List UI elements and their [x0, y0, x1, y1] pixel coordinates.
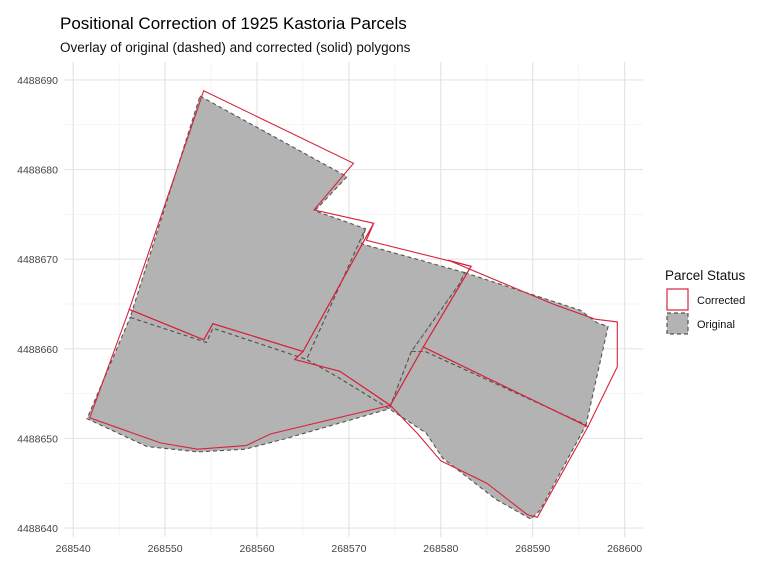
chart-subtitle: Overlay of original (dashed) and correct…: [60, 40, 411, 55]
corrected-polygons: [88, 89, 618, 518]
y-axis-tick-labels: 4488640 4488650 4488660 4488670 4488680 44886…: [17, 75, 58, 535]
x-tick-label: 268590: [515, 543, 550, 555]
legend-label-original: Original: [697, 319, 735, 331]
x-tick-label: 268540: [56, 543, 91, 555]
chart-title: Positional Correction of 1925 Kastoria P…: [60, 14, 407, 33]
original-parcel-polygon: [388, 350, 587, 520]
y-tick-label: 4488640: [17, 523, 58, 535]
legend-key-original: [666, 312, 689, 335]
x-tick-label: 268580: [423, 543, 458, 555]
legend: Parcel Status Corrected Original: [665, 268, 746, 335]
y-tick-label: 4488680: [17, 165, 58, 177]
y-tick-label: 4488650: [17, 433, 58, 445]
original-parcel-polygon: [86, 316, 391, 453]
x-tick-label: 268600: [607, 543, 642, 555]
x-tick-label: 268550: [148, 543, 183, 555]
y-tick-label: 4488660: [17, 344, 58, 356]
legend-label-corrected: Corrected: [697, 295, 745, 307]
corrected-parcel-polygon: [389, 346, 589, 518]
original-parcel-polygon: [129, 95, 367, 361]
legend-key-corrected: [666, 288, 689, 311]
x-tick-label: 268570: [331, 543, 366, 555]
legend-title: Parcel Status: [665, 268, 746, 283]
x-tick-label: 268560: [239, 543, 274, 555]
y-tick-label: 4488690: [17, 75, 58, 87]
y-tick-label: 4488670: [17, 254, 58, 266]
x-axis-tick-labels: 268540 268550 268560 268570 268580 268590 2686…: [56, 543, 643, 555]
original-polygons: [86, 95, 609, 520]
